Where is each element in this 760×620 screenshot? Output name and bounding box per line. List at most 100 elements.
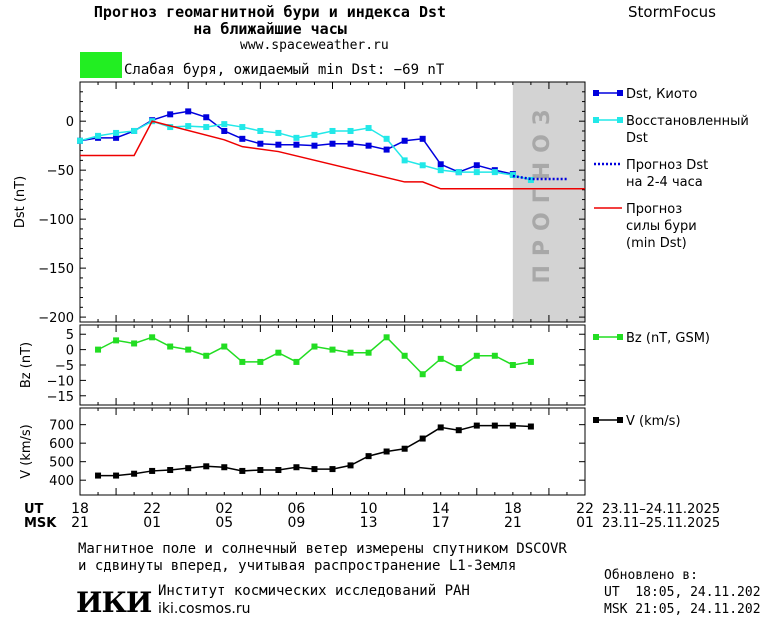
- series-point-0: [509, 422, 516, 429]
- series-point-0: [275, 467, 282, 474]
- x-ut-label: UT: [24, 502, 44, 517]
- x-msk-tick-label: 21: [71, 515, 89, 531]
- series-point-0: [113, 337, 120, 344]
- series-point-0: [401, 137, 408, 144]
- x-msk-label: MSK: [24, 516, 57, 531]
- series-point-1: [77, 137, 83, 144]
- x-ut-tick-label: 22: [143, 501, 161, 517]
- series-point-0: [455, 427, 462, 434]
- x-msk-tick-label: 13: [360, 515, 378, 531]
- v-frame: [79, 407, 586, 496]
- series-point-0: [383, 146, 390, 153]
- forecast-zone: [512, 82, 585, 322]
- dst-frame: [79, 81, 586, 323]
- bz-frame: [79, 324, 586, 406]
- series-point-1: [293, 134, 300, 141]
- legend-dst-kyoto-swatch-marker: [593, 90, 599, 96]
- series-point-0: [473, 352, 480, 359]
- legend-dst-forecast-label: на 2-4 часа: [626, 175, 703, 190]
- series-point-0: [527, 358, 534, 365]
- series-point-0: [221, 127, 228, 134]
- series-point-0: [293, 464, 300, 471]
- iki-logo: ИКИ: [76, 586, 152, 619]
- series-point-0: [383, 334, 390, 341]
- x-msk-tick-label: 01: [576, 515, 594, 531]
- x-ut-tick-label: 10: [360, 501, 378, 517]
- legend-bz-swatch-marker: [593, 334, 599, 340]
- series-point-1: [275, 129, 282, 136]
- x-msk-tick-label: 09: [288, 515, 306, 531]
- series-line-0: [97, 336, 532, 376]
- x-msk-tick-label: 21: [504, 515, 522, 531]
- series-point-1: [113, 129, 120, 136]
- x-ut-tick-label: 18: [71, 501, 89, 517]
- x-ut-tick-label: 06: [288, 501, 306, 517]
- updated-label: Обновлено в:: [604, 568, 698, 583]
- legend-dst-forecast-label: Прогноз Dst: [626, 158, 708, 173]
- measurement-note-line2: и сдвинуты вперед, учитывая распростране…: [78, 558, 517, 574]
- series-point-0: [185, 465, 192, 472]
- series-point-1: [239, 124, 246, 131]
- legend-bz-swatch-marker: [617, 334, 623, 340]
- bz-ytick-label: −5: [55, 359, 74, 374]
- series-point-0: [167, 343, 174, 350]
- series-point-0: [311, 142, 318, 149]
- series-point-0: [95, 472, 102, 479]
- series-point-1: [257, 127, 264, 134]
- series-point-1: [311, 131, 318, 138]
- series-point-0: [221, 464, 228, 471]
- series-point-0: [491, 422, 498, 429]
- v-panel: 700 600 500 400 V (km/s): [19, 407, 586, 496]
- series-point-0: [167, 111, 174, 118]
- legend-storm-forecast-label: (min Dst): [626, 236, 687, 251]
- series-point-0: [473, 162, 480, 169]
- series-point-0: [473, 422, 480, 429]
- dst-ytick-label: −100: [38, 213, 74, 228]
- institute-name: Институт космических исследований РАН: [158, 583, 470, 599]
- series-point-1: [203, 124, 210, 131]
- series-point-0: [185, 108, 192, 115]
- institute-site[interactable]: iki.cosmos.ru: [158, 601, 251, 617]
- series-point-0: [185, 346, 192, 353]
- series-point-0: [437, 355, 444, 362]
- updated-msk: MSK 21:05, 24.11.2025: [604, 602, 760, 617]
- series-point-0: [365, 142, 372, 149]
- site-url[interactable]: www.spaceweather.ru: [240, 38, 389, 53]
- series-point-0: [347, 349, 354, 356]
- legend-dst-restored-label: Dst: [626, 131, 648, 146]
- legend-dst-restored-label: Восстановленный: [626, 114, 749, 129]
- legend-dst-kyoto-swatch-marker: [617, 90, 623, 96]
- series-point-1: [185, 123, 192, 130]
- dst-panel: ПРОГНОЗ 0 −50 −100 −150 −200 Dst (nT): [13, 81, 586, 326]
- brand-name: StormFocus: [628, 3, 716, 21]
- series-point-1: [95, 132, 102, 139]
- series-point-0: [293, 141, 300, 148]
- dst-ytick-label: −200: [38, 311, 74, 326]
- storm-status-text: Слабая буря, ожидаемый min Dst: −69 nT: [124, 62, 445, 78]
- series-point-0: [167, 467, 174, 474]
- series-point-0: [149, 467, 156, 474]
- series-point-1: [509, 172, 516, 179]
- x-msk-tick-label: 05: [215, 515, 233, 531]
- series-point-1: [131, 127, 138, 134]
- series-point-0: [239, 358, 246, 365]
- series-point-0: [347, 140, 354, 147]
- series-point-0: [239, 135, 246, 142]
- legend-bz-label: Bz (nT, GSM): [626, 331, 710, 346]
- series-point-0: [95, 346, 102, 353]
- v-ytick-label: 600: [49, 437, 74, 452]
- dst-ytick-label: −150: [38, 262, 74, 277]
- series-point-0: [257, 467, 264, 474]
- series-point-1: [401, 157, 408, 164]
- dst-ytick-label: 0: [66, 115, 74, 130]
- series-point-1: [455, 169, 462, 176]
- series-point-0: [365, 453, 372, 460]
- chart-title-line2: на ближайшие часы: [193, 20, 347, 38]
- series-point-0: [311, 466, 318, 473]
- legend-storm-forecast-label: силы бури: [626, 219, 697, 234]
- x-msk-tick-label: 17: [432, 515, 450, 531]
- bz-panel: 50−5−10−15 Bz (nT): [19, 324, 586, 406]
- series-point-0: [329, 140, 336, 147]
